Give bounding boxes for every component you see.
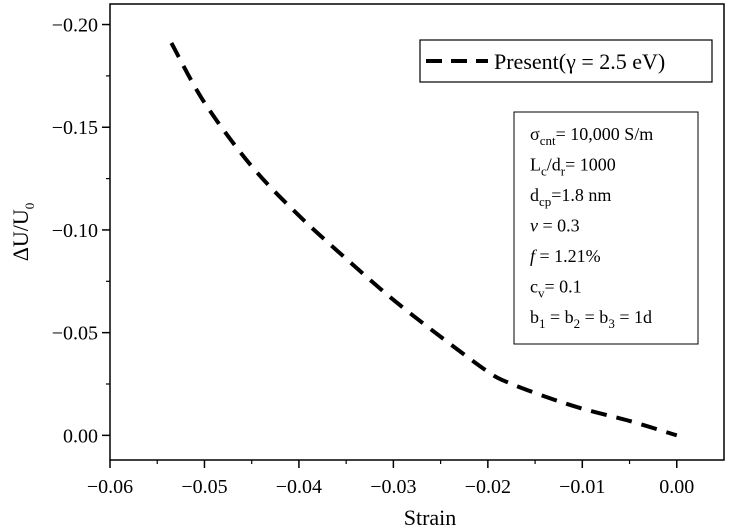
parameter-line: v = 0.3 <box>530 216 580 236</box>
legend-label: Present(γ = 2.5 eV) <box>494 49 665 74</box>
y-tick-label: −0.10 <box>52 220 98 242</box>
y-tick-label: 0.00 <box>63 425 98 447</box>
parameter-line: b1 = b2 = b3 = 1d <box>530 307 652 331</box>
parameter-text: = 0.3 <box>538 216 580 236</box>
x-tick-label: −0.06 <box>87 476 133 498</box>
parameter-text: = 10,000 S/m <box>556 124 654 144</box>
y-tick-label: −0.15 <box>52 117 98 139</box>
x-tick-label: −0.03 <box>370 476 416 498</box>
series-line <box>169 42 678 438</box>
parameter-text: = 1d <box>615 307 652 327</box>
parameter-text: = b <box>546 307 574 327</box>
parameter-text: L <box>530 155 541 175</box>
y-axis-title: ΔU/U0 <box>8 203 37 262</box>
parameter-text: /d <box>547 155 561 175</box>
parameter-line: cv= 0.1 <box>530 277 582 301</box>
x-tick-label: −0.04 <box>276 476 322 498</box>
parameter-subscript: 3 <box>608 316 615 331</box>
parameter-line: Lc/dr= 1000 <box>530 155 616 179</box>
parameter-text: c <box>530 277 538 297</box>
y-axis-title-sub: 0 <box>22 203 37 210</box>
parameter-text: f <box>530 246 538 266</box>
series-layer <box>169 42 678 438</box>
parameter-subscript: 1 <box>539 316 546 331</box>
parameter-line: σcnt= 10,000 S/m <box>530 124 653 148</box>
y-axis-title-main: ΔU/U <box>8 209 33 261</box>
legend-box <box>419 39 713 83</box>
parameter-line: f = 1.21% <box>530 246 601 266</box>
parameter-subscript: c <box>541 164 547 179</box>
x-tick-label: −0.01 <box>559 476 605 498</box>
parameter-text: σ <box>530 124 540 144</box>
y-tick-label: −0.05 <box>52 323 98 345</box>
parameter-text: =1.8 nm <box>551 185 611 205</box>
parameter-subscript: cp <box>539 194 551 209</box>
x-tick-label: 0.00 <box>659 476 694 498</box>
x-axis-title: Strain <box>404 505 457 529</box>
parameter-subscript: cnt <box>540 133 556 148</box>
parameter-text: = 1.21% <box>535 246 601 266</box>
plot-frame <box>109 3 725 461</box>
parameter-lines: σcnt= 10,000 S/m Lc/dr= 1000 dcp=1.8 nm v =… <box>530 124 653 331</box>
parameter-subscript: r <box>561 164 566 179</box>
parameter-subscript: v <box>538 286 545 301</box>
y-axis: 0.00 −0.05 −0.10 −0.15 −0.20 <box>52 15 110 447</box>
parameter-text: b <box>530 307 539 327</box>
parameter-text: = 1000 <box>565 155 616 175</box>
parameter-text: d <box>530 185 539 205</box>
y-tick-label: −0.20 <box>52 15 98 37</box>
parameter-text: v <box>530 216 538 236</box>
legend: Present(γ = 2.5 eV) <box>419 39 713 83</box>
x-tick-label: −0.05 <box>181 476 227 498</box>
parameter-text: = b <box>580 307 608 327</box>
parameter-text: = 0.1 <box>545 277 582 297</box>
x-axis: −0.06 −0.05 −0.04 −0.03 −0.02 −0.01 0.00 <box>87 460 694 498</box>
parameter-box-frame <box>513 111 699 345</box>
x-tick-label: −0.02 <box>465 476 511 498</box>
parameter-line: dcp=1.8 nm <box>530 185 611 209</box>
parameter-box: σcnt= 10,000 S/m Lc/dr= 1000 dcp=1.8 nm v =… <box>513 111 699 345</box>
parameter-subscript: 2 <box>574 316 581 331</box>
